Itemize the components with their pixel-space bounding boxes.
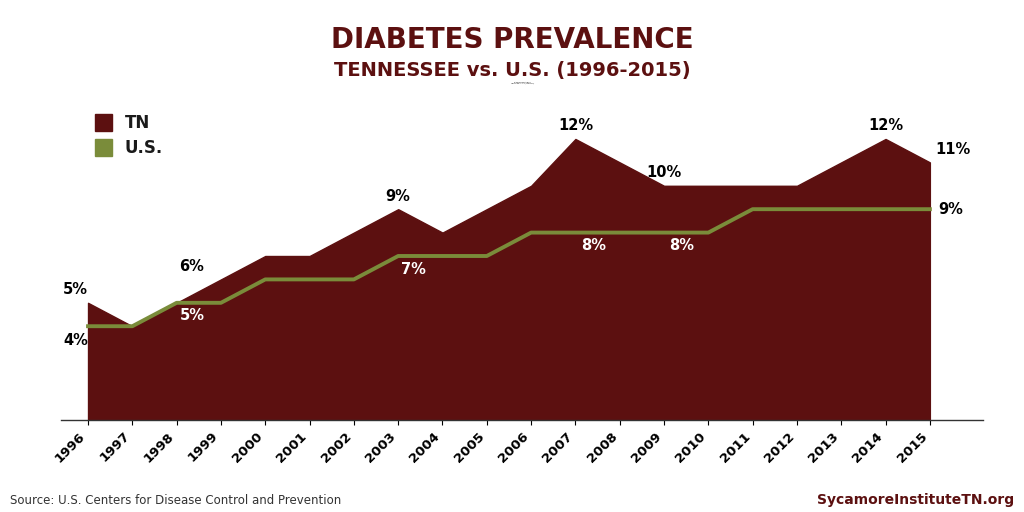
Text: 9%: 9% (938, 202, 964, 217)
Text: 6%: 6% (179, 259, 205, 274)
Text: 7%: 7% (401, 262, 426, 276)
Text: SycamoreInstituteTN.org: SycamoreInstituteTN.org (816, 493, 1014, 507)
Text: 10%: 10% (646, 165, 682, 180)
Text: 12%: 12% (868, 118, 903, 134)
Text: TENNESSEE vs. U.S. (1996-2015): TENNESSEE vs. U.S. (1996-2015) (334, 61, 690, 80)
Text: 4%: 4% (63, 333, 88, 349)
Text: 12%: 12% (558, 118, 593, 134)
Text: Source: U.S. Centers for Disease Control and Prevention: Source: U.S. Centers for Disease Control… (10, 494, 341, 507)
Text: 8%: 8% (670, 238, 694, 253)
Text: 9%: 9% (386, 188, 411, 204)
Text: 5%: 5% (179, 308, 205, 324)
Text: 11%: 11% (936, 142, 971, 157)
Text: DIABETES PREVALENCE: DIABETES PREVALENCE (331, 26, 693, 54)
Title: DIABETES PREVALENCE
TENNESSEE vs. U.S. (1996-2015): DIABETES PREVALENCE TENNESSEE vs. U.S. (… (511, 81, 534, 84)
Text: 8%: 8% (581, 238, 606, 253)
Legend: TN, U.S.: TN, U.S. (88, 107, 170, 163)
Text: 5%: 5% (63, 282, 88, 297)
